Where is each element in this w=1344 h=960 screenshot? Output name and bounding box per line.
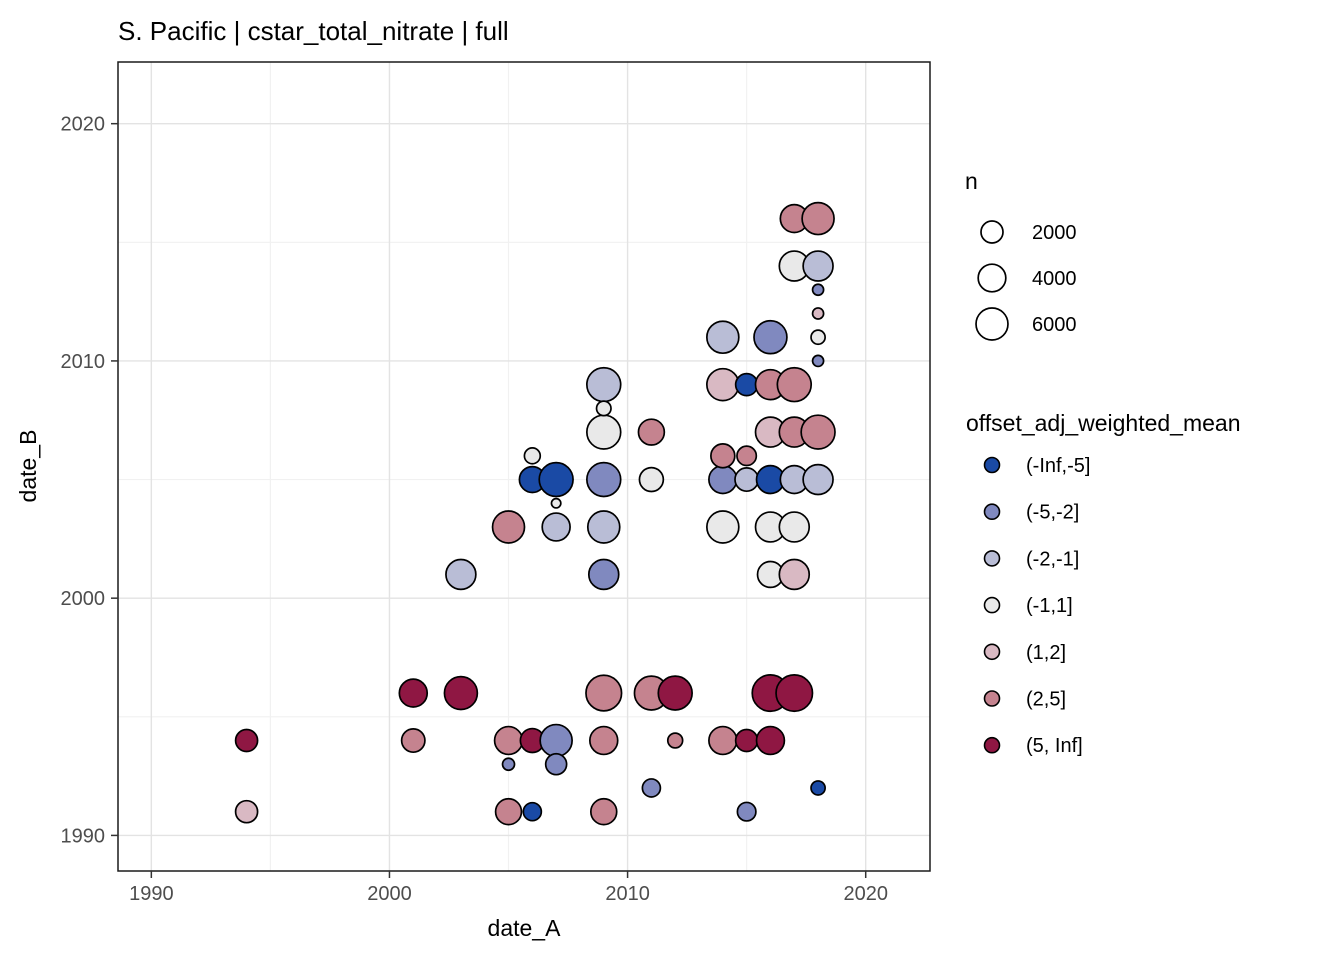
color-legend-swatch — [983, 596, 1001, 614]
color-legend-title: offset_adj_weighted_mean — [966, 410, 1241, 436]
size-legend-circle — [975, 307, 1009, 341]
color-legend-label: (-1,1] — [1026, 595, 1073, 617]
x-tick-label: 2020 — [843, 883, 888, 905]
bubble — [544, 752, 568, 776]
bubble — [234, 728, 259, 753]
color-legend-label: (2,5] — [1026, 689, 1066, 711]
y-tick-label: 2000 — [61, 588, 106, 610]
bubble — [586, 510, 621, 544]
size-legend-circle — [977, 263, 1007, 293]
y-axis-title: date_B — [15, 430, 41, 503]
color-legend-label: (-5,-2] — [1026, 502, 1079, 524]
bubble — [734, 467, 760, 493]
chart-title: S. Pacific | cstar_total_nitrate | full — [118, 16, 509, 46]
bubble — [810, 780, 826, 796]
bubble — [802, 250, 834, 282]
bubble — [708, 464, 738, 495]
bubble — [588, 725, 619, 756]
bubble — [734, 372, 759, 397]
color-legend-swatch — [983, 643, 1001, 661]
color-legend-swatch — [983, 550, 1001, 567]
color-legend-swatch — [983, 690, 1001, 707]
gridlines — [118, 62, 930, 871]
bubble — [736, 801, 757, 822]
bubble — [523, 447, 542, 465]
size-legend-label: 4000 — [1032, 268, 1077, 290]
bubble — [708, 725, 738, 756]
bubble — [585, 674, 623, 712]
bubble — [736, 445, 758, 467]
x-axis-title: date_A — [488, 915, 562, 941]
bubble — [775, 674, 814, 713]
bubble — [501, 757, 516, 772]
bubble — [493, 725, 524, 756]
bubble — [641, 778, 662, 798]
color-legend-swatch — [983, 736, 1001, 754]
x-tick-label: 2000 — [367, 883, 412, 905]
bubble — [234, 799, 259, 824]
bubble — [811, 307, 825, 320]
color-legend-label: (-Inf,-5] — [1026, 455, 1090, 477]
bubble — [734, 728, 759, 753]
data-points — [234, 201, 836, 826]
bubble — [595, 400, 612, 417]
bubble — [398, 678, 429, 708]
bubble — [753, 319, 788, 355]
bubble — [666, 732, 684, 749]
size-legend-label: 2000 — [1032, 222, 1077, 244]
bubble — [587, 558, 620, 591]
bubble — [491, 510, 526, 544]
bubble — [550, 497, 562, 509]
bubble — [445, 558, 477, 591]
bubble — [706, 320, 740, 355]
color-legend-swatch — [983, 503, 1001, 521]
bubble — [811, 354, 825, 368]
color-legend-swatch — [983, 456, 1001, 474]
bubble — [538, 461, 574, 498]
bubble — [810, 329, 826, 346]
panel-border — [117, 61, 931, 872]
bubble — [755, 725, 786, 756]
panel-border-rect — [117, 61, 931, 872]
bubble — [776, 366, 813, 403]
x-tick-label: 2010 — [605, 883, 650, 905]
bubble — [522, 801, 543, 822]
bubble — [706, 510, 740, 544]
x-tick-label: 1990 — [129, 883, 174, 905]
bubble — [657, 675, 693, 711]
bubble — [811, 283, 825, 297]
color-legend-label: (1,2] — [1026, 642, 1066, 664]
y-tick-label: 1990 — [61, 825, 106, 847]
bubble — [637, 418, 666, 446]
bubble — [494, 797, 523, 826]
bubble — [541, 512, 571, 542]
bubble — [539, 723, 573, 758]
bubble — [586, 461, 622, 498]
axes: 1990 2000 2010 2020 1990 2000 2010 2020 — [61, 114, 888, 905]
bubble — [710, 443, 736, 469]
color-legend-label: (5, Inf] — [1026, 735, 1083, 757]
y-tick-label: 2020 — [61, 114, 106, 136]
y-tick-label: 2010 — [61, 351, 106, 373]
bubble — [800, 414, 836, 450]
bubble — [706, 367, 740, 402]
bubble — [638, 466, 665, 493]
bubble — [778, 511, 811, 543]
size-legend-title: n — [965, 168, 978, 194]
bubble — [778, 558, 811, 591]
bubble — [586, 366, 622, 403]
bubble — [801, 201, 835, 236]
bubble — [400, 728, 426, 754]
bubble — [802, 463, 834, 496]
color-legend-label: (-2,-1] — [1026, 548, 1079, 570]
bubble — [586, 414, 622, 450]
bubble — [443, 675, 479, 711]
legends: 2000 4000 6000 (-Inf,-5] (-5,-2] (-2,-1] (-1,1… — [975, 220, 1090, 757]
size-legend-circle — [980, 220, 1004, 244]
bubble — [589, 797, 618, 826]
size-legend-label: 6000 — [1032, 314, 1077, 336]
